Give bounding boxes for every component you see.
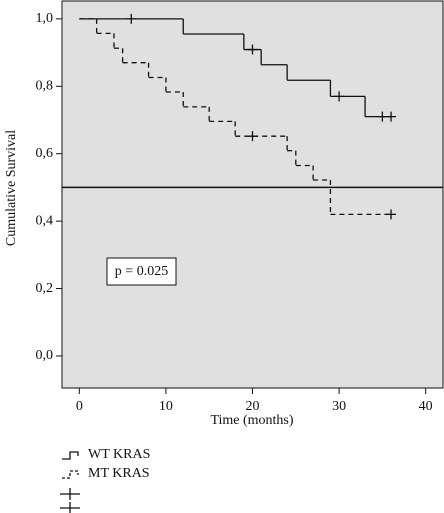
legend-symbol [62,470,79,479]
censor-mark [247,44,258,55]
legend-symbol [62,451,79,460]
x-tick-label: 10 [159,399,173,414]
legend-censor-symbol [60,488,80,500]
censor-mark [334,91,345,102]
x-tick-label: 20 [246,399,260,414]
censor-mark [377,111,388,122]
y-tick-label: 0,4 [36,213,54,228]
y-tick-label: 1,0 [36,11,54,26]
y-tick-label: 0,2 [36,281,54,296]
plot-area [61,0,444,389]
y-tick-label: 0,0 [36,348,54,363]
x-tick-label: 0 [76,399,83,414]
y-tick-label: 0,6 [36,146,54,161]
censor-mark [386,209,397,220]
y-tick-label: 0,8 [36,79,54,94]
legend-censor-symbol [60,502,80,513]
annotation-box [106,257,177,286]
x-axis-title: Time (months) [210,413,293,428]
x-tick-label: 40 [419,399,433,414]
censor-mark [126,13,137,24]
annotation: p = 0.025 [115,264,168,279]
legend-label: WT KRAS [88,447,150,462]
x-tick-label: 30 [332,399,346,414]
censor-mark [386,111,397,122]
legend-label: MT KRAS [88,466,150,481]
y-axis-title: Cumulative Survival [4,130,19,246]
censor-mark [247,131,258,142]
